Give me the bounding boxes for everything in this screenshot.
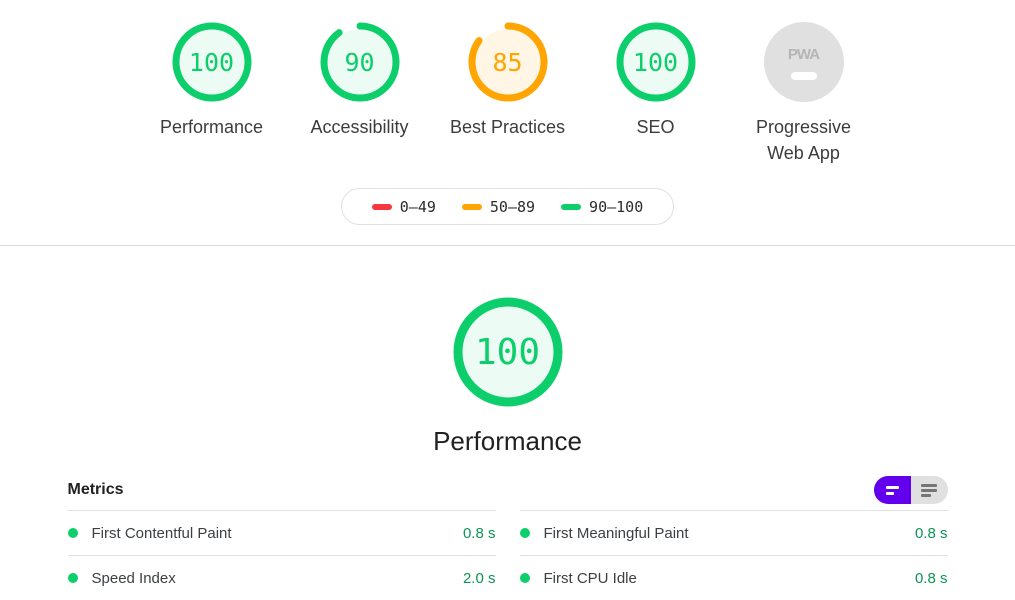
fail-range-label: 0–49	[399, 197, 436, 216]
legend-item-fail: 0–49	[371, 197, 436, 216]
metric-row-first-meaningful-paint: First Meaningful Paint 0.8 s	[519, 510, 948, 555]
metric-name: First CPU Idle	[543, 569, 637, 587]
pass-dot-icon	[67, 573, 78, 584]
average-range-swatch	[461, 203, 482, 210]
metric-name: First Meaningful Paint	[543, 524, 689, 542]
metric-value: 0.8 s	[914, 524, 948, 542]
metric-name: Speed Index	[91, 569, 176, 587]
pass-dot-icon	[519, 573, 530, 584]
detailed-view-button[interactable]	[910, 476, 948, 505]
metric-row-first-cpu-idle: First CPU Idle 0.8 s	[519, 555, 948, 600]
category-score-accessibility[interactable]: 90 Accessibility	[295, 22, 425, 141]
category-score-pwa[interactable]: PWA Progressive Web App	[739, 22, 869, 166]
best-practices-gauge: 85	[468, 22, 548, 102]
pass-range-swatch	[561, 203, 582, 210]
performance-section-title: Performance	[433, 426, 582, 457]
pwa-badge-text: PWA	[787, 46, 820, 63]
metric-name: First Contentful Paint	[91, 524, 232, 542]
score-value: 100	[188, 47, 235, 77]
category-label: Progressive Web App	[755, 117, 852, 163]
category-label: Accessibility	[310, 117, 409, 137]
metric-row-first-contentful-paint: First Contentful Paint 0.8 s	[67, 510, 496, 555]
metrics-view-toggle	[873, 476, 948, 505]
legend-item-average: 50–89	[461, 197, 536, 216]
metrics-grid: First Contentful Paint 0.8 s First Meani…	[67, 510, 948, 600]
seo-gauge: 100	[616, 22, 696, 102]
metric-value: 0.8 s	[462, 524, 496, 542]
section-divider	[0, 245, 1015, 247]
metric-row-speed-index: Speed Index 2.0 s	[67, 555, 496, 600]
category-score-seo[interactable]: 100 SEO	[591, 22, 721, 141]
category-label: SEO	[636, 117, 675, 137]
category-scores-row: 100 Performance 90 Accessibility 85 Best…	[0, 0, 1015, 166]
metrics-heading: Metrics	[67, 481, 124, 499]
performance-score-value: 100	[474, 331, 541, 373]
fail-range-swatch	[371, 203, 392, 210]
detailed-view-icon	[921, 483, 937, 497]
category-label: Best Practices	[449, 117, 566, 137]
pwa-dash-icon	[790, 72, 817, 80]
score-value: 100	[632, 47, 679, 77]
score-scale-legend: 0–49 50–89 90–100	[0, 188, 1015, 226]
accessibility-gauge: 90	[320, 22, 400, 102]
metric-value: 2.0 s	[462, 569, 496, 587]
performance-section: 100 Performance Metrics	[0, 246, 1015, 600]
metrics-section: Metrics	[67, 476, 948, 600]
condensed-view-button[interactable]	[873, 476, 911, 505]
performance-section-gauge: 100	[452, 296, 564, 408]
metric-value: 0.8 s	[914, 569, 948, 587]
pass-dot-icon	[519, 528, 530, 539]
pwa-badge-icon: PWA	[763, 22, 844, 102]
category-score-performance[interactable]: 100 Performance	[147, 22, 277, 141]
pass-range-label: 90–100	[589, 197, 644, 216]
average-range-label: 50–89	[489, 197, 536, 216]
pass-dot-icon	[67, 528, 78, 539]
score-value: 90	[344, 47, 375, 77]
performance-gauge: 100	[172, 22, 252, 102]
score-value: 85	[492, 47, 523, 77]
legend-pill: 0–49 50–89 90–100	[340, 188, 675, 226]
condensed-view-icon	[885, 485, 899, 495]
category-label: Performance	[159, 117, 264, 137]
legend-item-pass: 90–100	[561, 198, 643, 216]
category-score-best-practices[interactable]: 85 Best Practices	[443, 22, 573, 141]
